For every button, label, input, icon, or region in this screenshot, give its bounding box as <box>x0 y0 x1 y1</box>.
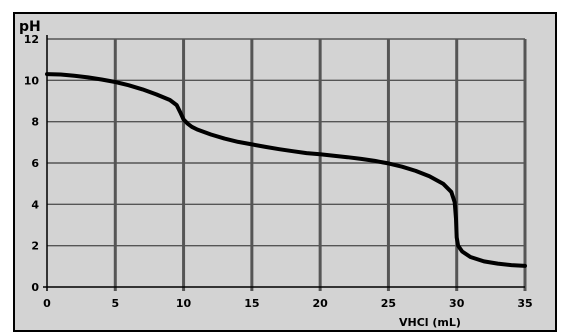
titration-chart: pH VHCl (mL) 0 2 4 6 8 10 12 0 5 10 15 20 25 30 35 <box>19 19 533 329</box>
x-axis-label: VHCl (mL) <box>399 316 461 329</box>
y-tick-label: 8 <box>31 116 39 129</box>
chart-frame: pH VHCl (mL) 0 2 4 6 8 10 12 0 5 10 15 20 25 30 35 <box>13 12 557 332</box>
grid <box>47 38 527 291</box>
x-tick-label: 15 <box>244 297 259 310</box>
y-tick-label: 10 <box>24 74 40 87</box>
y-tick-label: 4 <box>31 198 39 211</box>
x-tick-label: 30 <box>449 297 465 310</box>
curve-layer <box>45 72 527 268</box>
y-tick-label: 0 <box>31 281 39 294</box>
y-tick-label: 2 <box>31 240 39 253</box>
labels: pH VHCl (mL) 0 2 4 6 8 10 12 0 5 10 15 20 25 30 35 <box>19 19 533 329</box>
x-tick-label: 25 <box>381 297 396 310</box>
y-axis-label: pH <box>19 19 41 35</box>
x-tick-label: 0 <box>43 297 51 310</box>
x-tick-label: 5 <box>111 297 119 310</box>
x-tick-label: 10 <box>176 297 192 310</box>
x-tick-label: 20 <box>312 297 328 310</box>
y-tick-label: 12 <box>24 33 39 46</box>
y-tick-label: 6 <box>31 157 39 170</box>
x-tick-label: 35 <box>517 297 532 310</box>
axes <box>43 35 525 291</box>
titration-curve <box>45 72 527 268</box>
